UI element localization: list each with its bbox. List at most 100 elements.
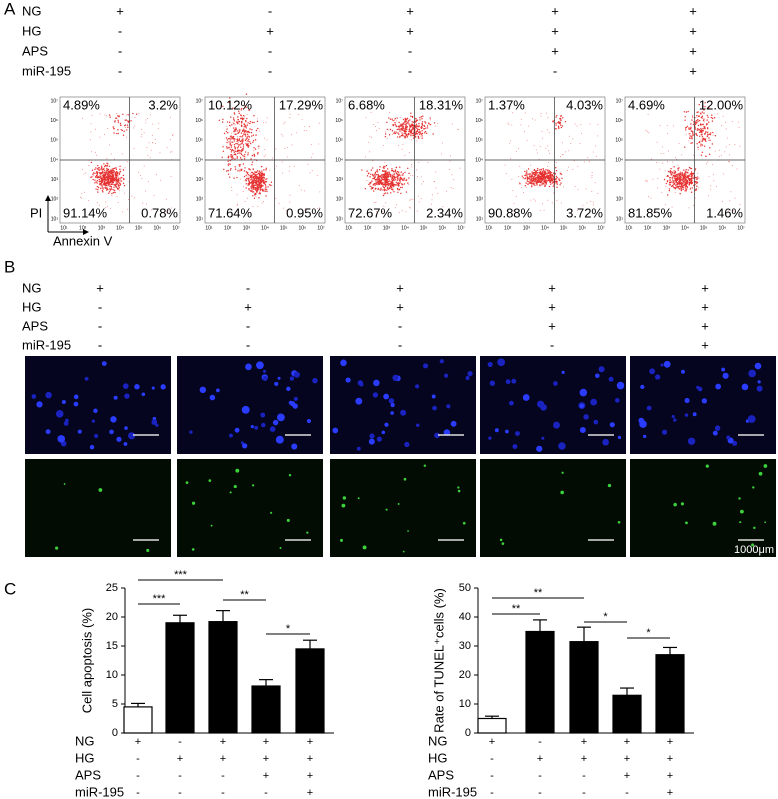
event-dot (708, 140, 709, 141)
event-dot (675, 188, 676, 189)
event-dot (141, 134, 142, 135)
event-dot (415, 118, 416, 119)
event-dot (667, 133, 668, 134)
event-dot (239, 138, 240, 139)
condition-sign: - (178, 736, 182, 748)
event-dot (246, 141, 247, 142)
event-dot (416, 169, 417, 170)
event-dot (400, 129, 401, 130)
event-dot (540, 182, 541, 183)
event-dot (417, 133, 418, 134)
tunel-dot (738, 497, 740, 499)
event-dot (527, 181, 528, 182)
condition-sign: + (263, 753, 269, 765)
event-dot (120, 124, 121, 125)
event-dot (117, 115, 118, 116)
event-dot (123, 131, 124, 132)
nucleus (36, 401, 42, 407)
event-dot (228, 147, 229, 148)
event-dot (457, 129, 458, 130)
y-tick-label: 10⁵ (50, 138, 58, 144)
event-dot (261, 177, 262, 178)
tunel-dot (64, 483, 66, 485)
event-dot (535, 120, 536, 121)
tunel-dot (386, 509, 388, 511)
event-dot (648, 132, 649, 133)
nucleus (602, 439, 609, 446)
condition-sign: - (268, 63, 272, 78)
event-dot (437, 123, 438, 124)
quadrant-percent: 3.72% (566, 205, 603, 220)
event-dot (530, 200, 531, 201)
event-dot (589, 124, 590, 125)
event-dot (239, 113, 240, 114)
event-dot (239, 152, 240, 153)
event-dot (688, 133, 689, 134)
event-dot (547, 200, 548, 201)
event-dot (531, 186, 532, 187)
event-dot (304, 130, 305, 131)
event-dot (267, 186, 268, 187)
event-dot (105, 177, 106, 178)
event-dot (369, 136, 370, 137)
event-dot (541, 113, 542, 114)
event-dot (97, 189, 98, 190)
event-dot (543, 183, 544, 184)
event-dot (545, 181, 546, 182)
condition-sign: - (136, 753, 140, 765)
event-dot (88, 200, 89, 201)
event-dot (122, 211, 123, 212)
nucleus (593, 420, 598, 425)
event-dot (557, 184, 558, 185)
event-dot (535, 200, 536, 201)
event-dot (98, 170, 99, 171)
event-dot (525, 173, 526, 174)
event-dot (253, 122, 254, 123)
event-dot (102, 180, 103, 181)
event-dot (373, 190, 374, 191)
event-dot (664, 179, 665, 180)
event-dot (681, 174, 682, 175)
event-dot (396, 120, 397, 121)
event-dot (679, 186, 680, 187)
event-dot (258, 181, 259, 182)
event-dot (417, 176, 418, 177)
event-dot (419, 201, 420, 202)
event-dot (251, 129, 252, 130)
event-dot (308, 164, 309, 165)
event-dot (512, 190, 513, 191)
nucleus (721, 368, 725, 372)
event-dot (565, 121, 566, 122)
event-dot (260, 187, 261, 188)
condition-sign: + (489, 736, 495, 748)
event-dot (542, 178, 543, 179)
significance-label: ** (534, 587, 543, 599)
x-tick-label: 10³ (243, 225, 251, 231)
event-dot (706, 119, 707, 120)
event-dot (258, 145, 259, 146)
event-dot (549, 181, 550, 182)
event-dot (253, 183, 254, 184)
condition-sign: - (264, 787, 268, 799)
condition-label: miR-195 (22, 63, 71, 78)
event-dot (700, 113, 701, 114)
nucleus (640, 385, 644, 389)
event-dot (696, 115, 697, 116)
tunel-dot (208, 479, 211, 482)
event-dot (243, 115, 244, 116)
event-dot (399, 129, 400, 130)
event-dot (709, 133, 710, 134)
event-dot (726, 128, 727, 129)
event-dot (250, 182, 251, 183)
y-tick-label: 10⁶ (615, 118, 623, 124)
event-dot (243, 134, 244, 135)
event-dot (242, 155, 243, 156)
event-dot (542, 173, 543, 174)
event-dot (709, 140, 710, 141)
nucleus (357, 447, 361, 451)
event-dot (113, 126, 114, 127)
event-dot (106, 165, 107, 166)
condition-sign: - (246, 318, 250, 333)
nucleus (261, 423, 265, 427)
condition-label: miR-195 (22, 337, 71, 352)
